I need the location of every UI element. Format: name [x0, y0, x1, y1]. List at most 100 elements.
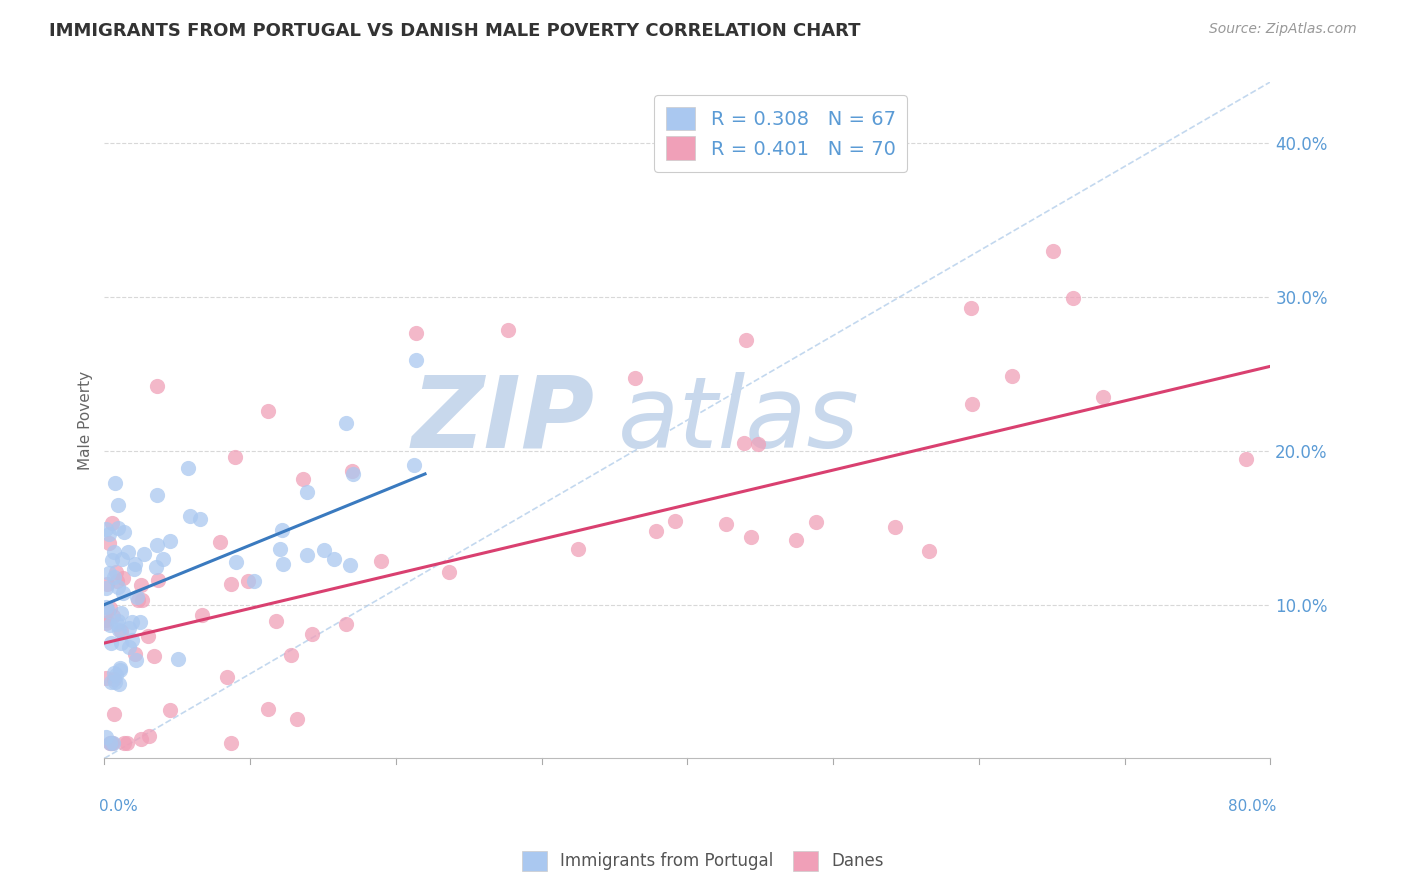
- Point: [129, 732, 152, 747]
- Point: [101, 553, 124, 567]
- Point: [208, 535, 231, 549]
- Point: [295, 485, 318, 500]
- Point: [96, 576, 118, 591]
- Legend: R = 0.308   N = 67, R = 0.401   N = 70: R = 0.308 N = 67, R = 0.401 N = 70: [654, 95, 907, 171]
- Point: [122, 562, 145, 576]
- Point: [370, 553, 392, 567]
- Point: [342, 467, 364, 481]
- Point: [103, 665, 125, 680]
- Point: [335, 416, 357, 430]
- Point: [747, 436, 769, 450]
- Point: [314, 542, 336, 557]
- Point: [804, 515, 827, 529]
- Point: [103, 673, 125, 687]
- Point: [124, 558, 146, 572]
- Point: [94, 731, 117, 745]
- Point: [103, 475, 125, 490]
- Text: atlas: atlas: [617, 372, 859, 468]
- Point: [114, 525, 136, 540]
- Point: [107, 677, 129, 691]
- Point: [138, 729, 160, 743]
- Point: [101, 736, 124, 750]
- Point: [188, 512, 211, 526]
- Y-axis label: Male Poverty: Male Poverty: [79, 370, 93, 470]
- Point: [124, 648, 146, 662]
- Point: [127, 592, 149, 607]
- Point: [142, 648, 165, 663]
- Point: [117, 622, 139, 636]
- Point: [94, 522, 117, 536]
- Point: [1001, 368, 1024, 383]
- Legend: Immigrants from Portugal, Danes: Immigrants from Portugal, Danes: [513, 842, 893, 880]
- Point: [159, 533, 181, 548]
- Point: [98, 527, 121, 541]
- Point: [98, 600, 121, 615]
- Point: [236, 574, 259, 588]
- Point: [146, 573, 169, 587]
- Point: [624, 371, 647, 385]
- Point: [221, 577, 243, 591]
- Point: [177, 460, 200, 475]
- Point: [100, 736, 122, 750]
- Point: [94, 582, 117, 596]
- Point: [111, 551, 134, 566]
- Point: [734, 333, 756, 347]
- Point: [257, 404, 280, 418]
- Point: [257, 702, 280, 716]
- Point: [98, 736, 121, 750]
- Point: [110, 624, 132, 638]
- Point: [714, 516, 737, 531]
- Point: [437, 565, 460, 579]
- Point: [134, 547, 156, 561]
- Point: [225, 555, 247, 569]
- Text: IMMIGRANTS FROM PORTUGAL VS DANISH MALE POVERTY CORRELATION CHART: IMMIGRANTS FROM PORTUGAL VS DANISH MALE …: [49, 22, 860, 40]
- Point: [242, 574, 264, 589]
- Point: [105, 574, 128, 588]
- Point: [108, 661, 131, 675]
- Point: [152, 552, 174, 566]
- Point: [98, 736, 121, 750]
- Point: [146, 379, 169, 393]
- Point: [567, 541, 589, 556]
- Point: [644, 524, 666, 538]
- Point: [405, 326, 427, 341]
- Point: [960, 397, 983, 411]
- Point: [129, 578, 152, 592]
- Point: [129, 615, 152, 629]
- Point: [496, 323, 519, 337]
- Point: [146, 488, 169, 502]
- Point: [103, 570, 125, 584]
- Point: [883, 520, 905, 534]
- Point: [127, 591, 149, 605]
- Point: [96, 603, 118, 617]
- Point: [271, 557, 294, 571]
- Text: ZIP: ZIP: [411, 372, 595, 468]
- Point: [179, 509, 201, 524]
- Point: [112, 736, 135, 750]
- Point: [1062, 291, 1084, 305]
- Point: [1092, 390, 1115, 404]
- Point: [107, 521, 129, 535]
- Point: [108, 663, 131, 677]
- Point: [960, 301, 983, 315]
- Point: [190, 608, 212, 623]
- Point: [292, 472, 315, 486]
- Point: [97, 566, 120, 581]
- Point: [98, 618, 121, 632]
- Point: [101, 608, 124, 623]
- Point: [402, 458, 425, 472]
- Point: [295, 548, 318, 562]
- Point: [94, 616, 117, 631]
- Point: [340, 464, 363, 478]
- Point: [405, 353, 427, 368]
- Point: [146, 538, 169, 552]
- Point: [125, 652, 148, 666]
- Point: [1234, 451, 1257, 466]
- Point: [217, 670, 239, 684]
- Point: [105, 565, 128, 579]
- Point: [1042, 244, 1064, 258]
- Point: [100, 636, 122, 650]
- Point: [740, 530, 762, 544]
- Point: [121, 615, 143, 629]
- Point: [108, 623, 131, 637]
